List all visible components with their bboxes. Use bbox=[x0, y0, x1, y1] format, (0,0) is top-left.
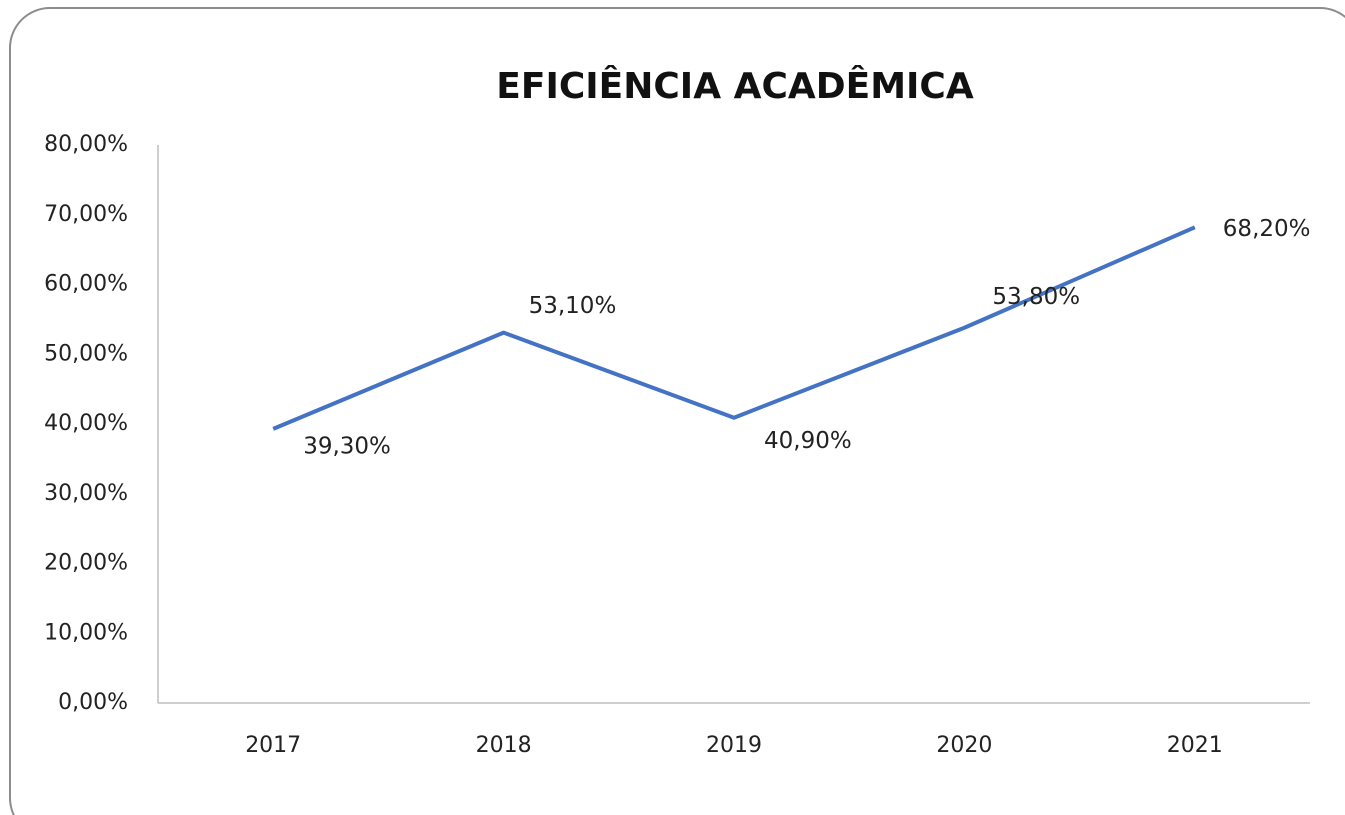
y-tick-label: 40,00% bbox=[44, 411, 128, 436]
data-label: 53,10% bbox=[529, 293, 617, 319]
x-tick-label: 2017 bbox=[245, 733, 301, 758]
x-tick-label: 2018 bbox=[476, 733, 532, 758]
y-tick-label: 70,00% bbox=[44, 202, 128, 227]
y-tick-label: 10,00% bbox=[44, 620, 128, 645]
y-tick-label: 50,00% bbox=[44, 341, 128, 366]
y-tick-label: 80,00% bbox=[44, 132, 128, 157]
y-tick-label: 60,00% bbox=[44, 272, 128, 297]
chart-title: EFICIÊNCIA ACADÊMICA bbox=[496, 65, 974, 107]
y-tick-label: 0,00% bbox=[58, 690, 128, 715]
data-label: 39,30% bbox=[303, 433, 391, 459]
data-label: 40,90% bbox=[764, 428, 852, 454]
x-tick-label: 2019 bbox=[706, 733, 762, 758]
chart-frame bbox=[9, 7, 1345, 815]
x-tick-label: 2020 bbox=[936, 733, 992, 758]
y-tick-label: 20,00% bbox=[44, 551, 128, 576]
x-tick-label: 2021 bbox=[1167, 733, 1223, 758]
y-tick-label: 30,00% bbox=[44, 481, 128, 506]
data-label: 53,80% bbox=[992, 284, 1080, 310]
line-series bbox=[272, 225, 1196, 431]
data-label: 68,20% bbox=[1223, 216, 1311, 242]
